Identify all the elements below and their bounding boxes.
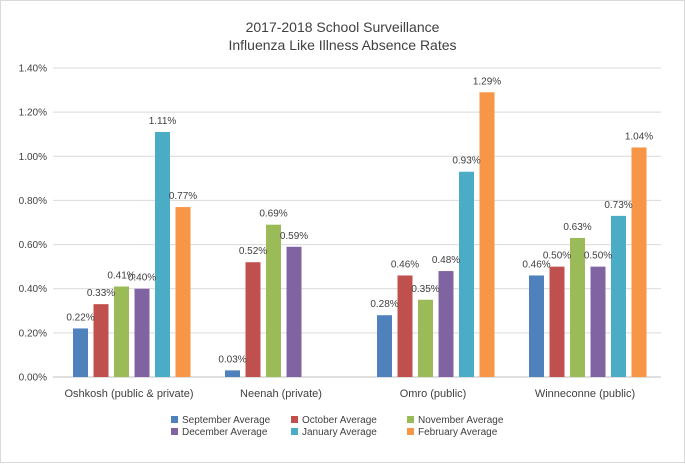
data-label: 0.40% xyxy=(128,273,156,284)
data-label: 1.04% xyxy=(625,131,653,142)
bar xyxy=(134,288,150,377)
bar xyxy=(459,171,474,377)
legend-swatch xyxy=(291,416,298,423)
y-axis: 0.00% 0.20% 0.40% 0.60% 0.80% 1.00% 1.20% 1.40% xyxy=(19,64,47,384)
bar xyxy=(590,266,606,377)
bars xyxy=(73,92,647,378)
x-category-label: Neenah (private) xyxy=(240,388,322,400)
x-category-label: Oshkosh (public & private) xyxy=(65,388,194,400)
data-label: 0.69% xyxy=(259,209,287,220)
bar xyxy=(631,147,647,377)
bar xyxy=(155,132,170,377)
legend-label: January Average xyxy=(302,427,377,438)
y-tick-label: 0.80% xyxy=(19,196,47,207)
bar xyxy=(570,237,585,377)
bar xyxy=(611,215,626,377)
legend-label: October Average xyxy=(302,415,377,426)
data-label: 0.35% xyxy=(411,284,439,295)
bar xyxy=(397,275,413,377)
legend-swatch xyxy=(407,428,414,435)
data-label: 0.52% xyxy=(239,246,267,257)
legend-swatch xyxy=(171,416,178,423)
bar xyxy=(529,275,544,377)
y-tick-label: 1.40% xyxy=(19,64,47,75)
x-category-label: Omro (public) xyxy=(400,388,467,400)
y-tick-label: 1.00% xyxy=(19,152,47,163)
chart-title-line-2: Influenza Like Illness Absence Rates xyxy=(228,37,456,53)
bar xyxy=(438,271,454,377)
data-label: 0.41% xyxy=(107,271,135,282)
legend-label: November Average xyxy=(418,415,504,426)
bar xyxy=(175,207,191,377)
legend: September Average October Average November… xyxy=(171,415,504,438)
data-label: 0.50% xyxy=(584,251,612,262)
y-tick-label: 0.40% xyxy=(19,284,47,295)
data-label: 0.50% xyxy=(543,251,571,262)
legend-swatch xyxy=(407,416,414,423)
data-label: 0.59% xyxy=(280,231,308,242)
y-tick-label: 0.20% xyxy=(19,328,47,339)
legend-swatch xyxy=(171,428,178,435)
data-label: 0.46% xyxy=(391,259,419,270)
bar xyxy=(225,370,240,377)
bar xyxy=(418,299,433,377)
data-label: 0.48% xyxy=(432,255,460,266)
y-tick-label: 0.00% xyxy=(19,373,47,384)
legend-swatch xyxy=(291,428,298,435)
legend-label: February Average xyxy=(418,427,498,438)
legend-label: December Average xyxy=(182,427,268,438)
gridlines xyxy=(53,67,661,378)
bar xyxy=(93,304,109,377)
data-label: 0.46% xyxy=(522,259,550,270)
data-label: 0.73% xyxy=(604,200,632,211)
bar xyxy=(114,286,129,377)
bar xyxy=(245,262,261,377)
data-label: 0.22% xyxy=(66,312,94,323)
data-labels: 0.22% 0.33% 0.41%0.40% 1.11% 0.77% 0.03% 0.52%… xyxy=(66,76,653,365)
bar xyxy=(266,224,281,377)
data-label: 0.33% xyxy=(87,288,115,299)
data-label: 0.63% xyxy=(563,222,591,233)
chart-title-line-1: 2017-2018 School Surveillance xyxy=(246,19,440,35)
x-axis: Oshkosh (public & private) Neenah (privat… xyxy=(65,388,636,400)
y-tick-label: 1.20% xyxy=(19,108,47,119)
data-label: 1.29% xyxy=(473,76,501,87)
bar xyxy=(377,315,392,377)
data-label: 0.03% xyxy=(218,354,246,365)
bar xyxy=(73,328,88,377)
bar xyxy=(549,266,565,377)
y-tick-label: 0.60% xyxy=(19,240,47,251)
data-label: 1.11% xyxy=(149,116,177,127)
legend-label: September Average xyxy=(182,415,271,426)
x-category-label: Winneconne (public) xyxy=(535,388,635,400)
data-label: 0.93% xyxy=(452,156,480,167)
data-label: 0.28% xyxy=(370,299,398,310)
data-label: 0.77% xyxy=(169,191,197,202)
bar xyxy=(479,92,495,378)
bar xyxy=(286,246,302,377)
